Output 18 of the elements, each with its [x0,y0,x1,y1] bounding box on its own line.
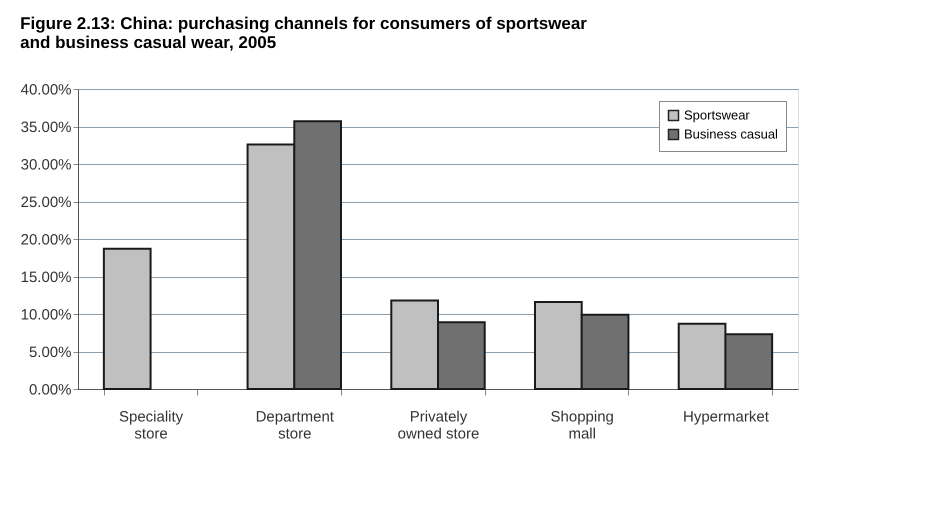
x-tick-label: Privately owned store [398,408,480,442]
x-tick-label: Shopping mall [550,408,614,442]
legend-label: Sportswear [684,108,750,122]
chart-title: Figure 2.13: China: purchasing channels for consumers of sportswear and business casual wear, 2005 [20,14,588,52]
y-tick-label: 10.00% [20,306,72,324]
y-tick-label: 20.00% [20,232,72,248]
x-tick-label: Speciality store [118,408,184,442]
legend-label: Business casual [684,126,778,142]
y-tick-label: 40.00% [20,82,72,98]
bar [102,248,152,390]
y-tick-label: 15.00% [20,269,72,286]
x-tick-label: Hypermarket [682,408,770,426]
x-tick-label: Department store [256,408,335,442]
y-tick-label: 5.00% [28,344,72,361]
y-tick-label: 35.00% [20,119,72,136]
y-tick-label: 25.00% [20,194,72,211]
y-tick-label: 30.00% [20,156,72,174]
y-tick-label: 0.00% [28,382,72,398]
